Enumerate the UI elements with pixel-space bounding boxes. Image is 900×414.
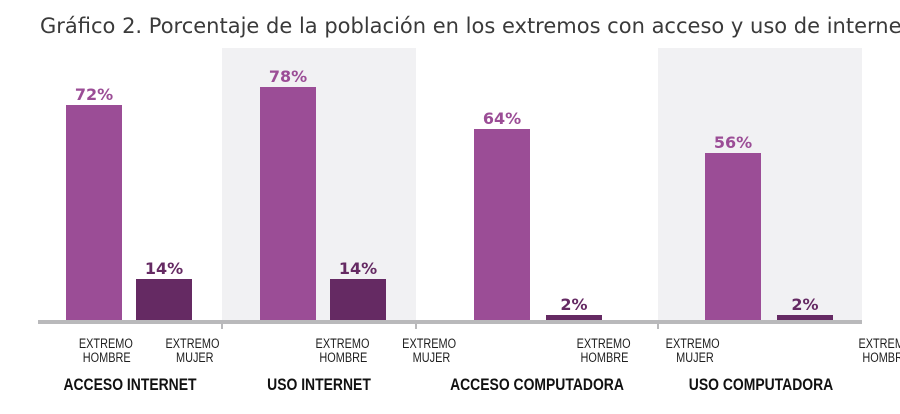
bar-hombre-2 [260,87,316,321]
value-label-mujer-4: 2% [791,295,818,314]
value-label-mujer-2: 14% [339,259,377,278]
bar-mujer-2 [330,279,386,321]
x-axis-line [38,320,862,324]
group-divider-tick-3 [657,321,659,329]
value-label-mujer-3: 2% [560,295,587,314]
group-label-1: ACCESO INTERNET [63,376,197,395]
value-label-mujer-1: 14% [145,259,183,278]
value-label-hombre-2: 78% [269,67,307,86]
category-label-hombre-3-line1: EXTREMO [577,336,631,352]
bar-mujer-1 [136,279,192,321]
group-label-2: USO INTERNET [267,376,371,395]
bar-hombre-3 [474,129,530,321]
category-label-mujer-3-line2: MUJER [676,350,714,366]
bar-mujer-4 [777,315,833,321]
category-label-mujer-2-line2: MUJER [413,350,451,366]
category-label-hombre-2-line1: EXTREMO [316,336,370,352]
category-label-mujer-1-line2: MUJER [176,350,214,366]
category-label-mujer-2-line1: EXTREMO [402,336,456,352]
bar-mujer-3 [546,315,602,321]
category-label-mujer-3-line1: EXTREMO [666,336,720,352]
category-label-hombre-4-line1: EXTREMO [858,336,900,352]
bar-hombre-1 [66,105,122,321]
value-label-hombre-3: 64% [483,109,521,128]
category-label-hombre-2-line2: HOMBRE [319,350,367,366]
category-label-hombre-4-line2: HOMBRE [862,350,900,366]
chart-title: Gráfico 2. Porcentaje de la población en… [40,14,900,38]
value-label-hombre-1: 72% [75,85,113,104]
group-divider-tick-1 [221,321,223,329]
bar-hombre-4 [705,153,761,321]
category-label-hombre-1-line1: EXTREMO [79,336,133,352]
group-label-4: USO COMPUTADORA [689,376,833,395]
group-label-3: ACCESO COMPUTADORA [450,376,624,395]
category-label-hombre-3-line2: HOMBRE [581,350,629,366]
category-label-hombre-1-line2: HOMBRE [83,350,131,366]
value-label-hombre-4: 56% [714,133,752,152]
group-divider-tick-2 [415,321,417,329]
group-shade-2 [222,48,416,321]
category-label-mujer-1-line1: EXTREMO [165,336,219,352]
